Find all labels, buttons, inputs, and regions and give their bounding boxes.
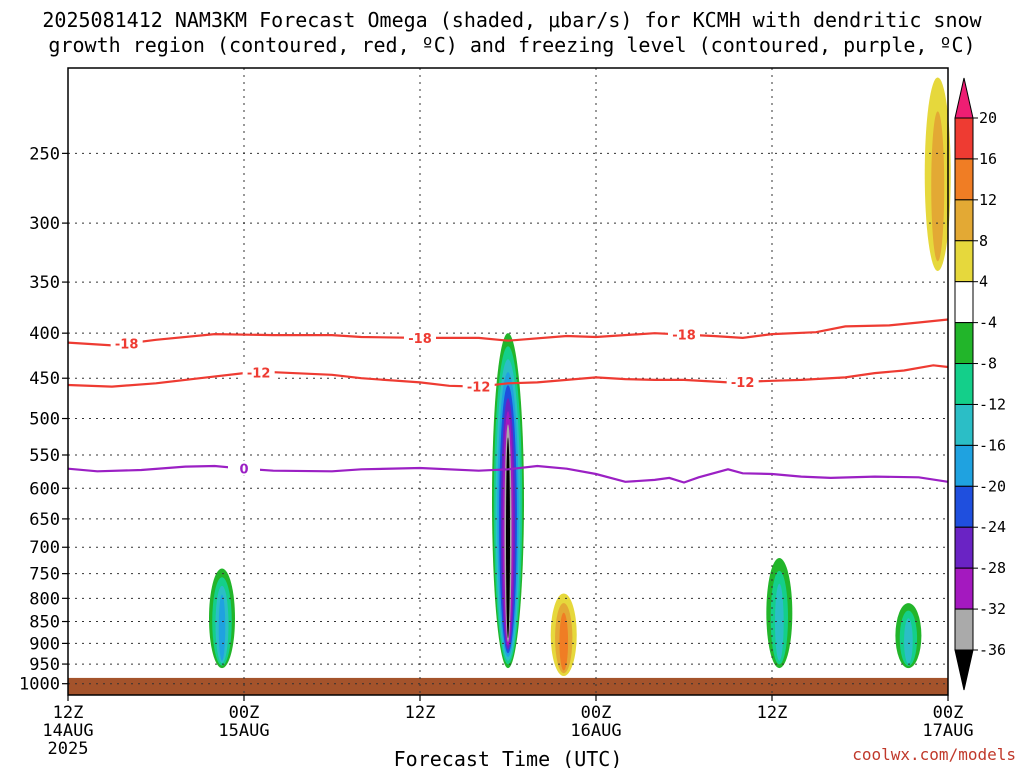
contour-label-1-2: -12 [731,376,755,391]
y-tick-label-950: 950 [29,655,60,675]
contour-label-bg [110,335,143,351]
colorbar-segment-1 [954,158,974,201]
x-tick-label-48-0: 12Z [757,703,788,723]
contour-0 [67,318,949,347]
y-tick-label-700: 700 [29,538,60,558]
axis-labels: 2503003504004505005506006507007508008509… [19,144,1016,768]
colorbar-segment-0 [954,117,974,160]
contour-label-2-0: 0 [239,463,248,478]
colorbar-segment-5 [954,322,974,365]
omega-cell-1-level-8 [506,437,510,639]
colorbar-label-10: -24 [979,518,1006,536]
x-tick-label-60-0: 00Z [933,703,964,723]
colorbar-segment-3 [954,240,974,283]
colorbar-label-2: 12 [979,191,997,209]
colorbar-label-6: -8 [979,355,997,373]
contour-label-bg [242,364,275,380]
y-tick-label-300: 300 [29,214,60,234]
colorbar-segment-12 [954,608,974,651]
colorbar-top-arrow [954,77,974,119]
title-line-1: 2025081412 NAM3KM Forecast Omega (shaded… [42,8,982,32]
y-tick-label-550: 550 [29,446,60,466]
x-tick-label-12-1: 15AUG [218,721,269,741]
y-tick-label-850: 850 [29,613,60,633]
y-tick-label-350: 350 [29,273,60,293]
y-tick-label-450: 450 [29,369,60,389]
contour-label-bg [726,373,759,389]
colorbar: 20 16 12 8 4 -4 -8 -12 -16 -20 -24 -28 -32 -36 [954,77,1006,691]
colorbar-label-1: 16 [979,150,997,168]
colorbar-segment-8 [954,444,974,487]
colorbar-segment-10 [954,526,974,569]
x-tick-label-0-0: 12Z [53,703,84,723]
y-tick-label-800: 800 [29,589,60,609]
contour-label-0-0: -18 [115,338,139,353]
omega-cell-5-level-1 [931,111,945,262]
title-line-2: growth region (contoured, red, ºC) and f… [48,33,975,57]
colorbar-label-12: -32 [979,600,1006,618]
plot-area: -18 -18 -18 -12 -12 -12 0 [67,67,951,696]
y-tick-label-750: 750 [29,565,60,585]
colorbar-label-8: -16 [979,436,1006,454]
colorbar-label-5: -4 [979,314,997,332]
colorbar-label-4: 4 [979,273,988,291]
chart-titles: 2025081412 NAM3KM Forecast Omega (shaded… [42,8,982,57]
contour-label-bg [668,326,700,342]
x-tick-label-36-1: 16AUG [570,721,621,741]
omega-cell-3-level-2 [775,583,784,661]
colorbar-segment-4 [954,281,974,324]
y-tick-label-400: 400 [29,324,60,344]
colorbar-label-13: -36 [979,641,1006,659]
x-tick-label-12-0: 00Z [229,703,260,723]
ground-fill [68,677,948,695]
colorbar-label-9: -20 [979,477,1006,495]
contour-label-1-1: -12 [467,381,491,396]
y-tick-label-650: 650 [29,510,60,530]
x-tick-label-24-0: 12Z [405,703,436,723]
x-axis-title: Forecast Time (UTC) [394,747,623,768]
colorbar-bottom-arrow [954,649,974,691]
y-tick-label-500: 500 [29,410,60,430]
plot-frame [67,67,949,696]
contour-label-0-1: -18 [408,332,432,347]
omega-cell-4-level-2 [904,618,913,664]
colorbar-label-11: -28 [979,559,1006,577]
colorbar-segment-11 [954,567,974,610]
credit-text: coolwx.com/models [852,745,1016,764]
y-tick-label-250: 250 [29,144,60,164]
colorbar-segment-9 [954,485,974,528]
omega-cell-2-level-2 [559,612,569,671]
x-tick-label-36-0: 00Z [581,703,612,723]
colorbar-label-7: -12 [979,395,1006,413]
omega-cell-0-level-3 [218,594,226,661]
contour-label-0-2: -18 [672,329,696,344]
colorbar-segment-2 [954,199,974,242]
colorbar-label-0: 20 [979,109,997,127]
y-tick-label-900: 900 [29,634,60,654]
colorbar-label-3: 8 [979,232,988,250]
x-tick-label-0-2: 2025 [48,739,89,759]
contour-lines: -18 -18 -18 -12 -12 -12 0 [67,318,949,484]
y-tick-label-1000: 1000 [19,675,60,695]
contour-label-bg [462,378,495,394]
contour-label-bg [228,460,260,476]
colorbar-segment-6 [954,363,974,405]
y-tick-label-600: 600 [29,479,60,499]
omega-shading [209,77,951,676]
contour-label-1-0: -12 [247,367,271,382]
contour-label-bg [404,329,436,345]
colorbar-segment-7 [954,403,974,446]
x-tick-label-60-1: 17AUG [922,721,973,741]
x-tick-label-0-1: 14AUG [42,721,93,741]
